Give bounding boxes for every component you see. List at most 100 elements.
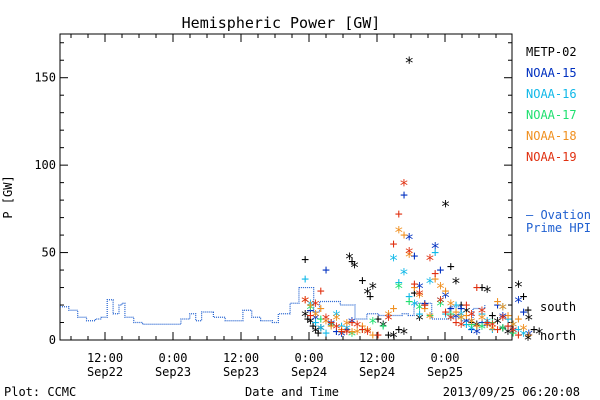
noaa-18-point: +: [504, 309, 512, 324]
chart-title: Hemispheric Power [GW]: [182, 14, 381, 32]
metp-02-point: +: [468, 316, 476, 331]
plot-timestamp: 2013/09/25 06:20:08: [443, 385, 580, 399]
metp-02-point: +: [410, 286, 418, 301]
noaa-18-point: *: [404, 247, 414, 266]
x-tick-label-time: 12:00: [87, 351, 123, 365]
noaa-15-point: *: [311, 310, 321, 329]
noaa-16-point: *: [467, 321, 477, 340]
noaa-19-point: +: [514, 328, 522, 343]
metp-02-point: *: [493, 314, 503, 333]
x-tick-label-date: Sep24: [359, 365, 395, 379]
noaa-16-point: *: [389, 251, 399, 270]
noaa-19-point: +: [442, 305, 450, 320]
noaa-15-point: +: [504, 319, 512, 334]
noaa-16-point: *: [342, 321, 352, 340]
noaa-16-point: *: [425, 273, 435, 292]
noaa-18-point: *: [477, 310, 487, 329]
metp-02-point: *: [368, 279, 378, 298]
y-axis-ticks: 0 50 100 150: [34, 42, 512, 347]
noaa-18-point: *: [332, 310, 342, 329]
noaa-16-point: *: [436, 293, 446, 312]
noaa-16-point: +: [405, 289, 413, 304]
noaa-16-point: *: [519, 326, 529, 345]
noaa-15-point: +: [322, 263, 330, 278]
noaa-19-point: *: [456, 317, 466, 336]
metp-02-point: *: [524, 310, 534, 329]
noaa-19-point: *: [404, 244, 414, 263]
noaa-19-point: +: [374, 328, 382, 343]
metp-02-point: +: [395, 323, 403, 338]
noaa-15-point: +: [410, 249, 418, 264]
noaa-19-point: +: [473, 281, 481, 296]
metp-02-point: +: [530, 323, 538, 338]
x-tick-label-time: 0:00: [159, 351, 188, 365]
y-tick-label: 150: [34, 71, 56, 85]
noaa-18-point: +: [327, 319, 335, 334]
noaa-19-point: +: [421, 298, 429, 313]
noaa-18-point: *: [446, 296, 456, 315]
x-tick-label-time: 12:00: [359, 351, 395, 365]
noaa-18-point: *: [352, 324, 362, 343]
noaa-15-point: +: [332, 324, 340, 339]
noaa-16-point: *: [316, 321, 326, 340]
x-tick-label-time: 0:00: [295, 351, 324, 365]
noaa-15-point: +: [520, 305, 528, 320]
noaa-19-point: *: [342, 324, 352, 343]
noaa-18-point: +: [317, 302, 325, 317]
noaa-18-point: *: [363, 322, 373, 341]
noaa-18-point: +: [400, 228, 408, 243]
noaa-18-point: +: [338, 323, 346, 338]
noaa-16-point: +: [504, 312, 512, 327]
x-tick-label-time: 12:00: [223, 351, 259, 365]
legend-item: METP-02: [526, 45, 577, 59]
noaa-18-point: +: [514, 312, 522, 327]
metp-02-point: *: [472, 317, 482, 336]
metp-02-point: +: [358, 274, 366, 289]
noaa-17-point: *: [306, 300, 316, 319]
noaa-19-point: *: [332, 319, 342, 338]
noaa-18-point: +: [442, 284, 450, 299]
metp-02-point: +: [304, 312, 312, 327]
noaa-18-point: *: [300, 293, 310, 312]
noaa-19-point: *: [498, 310, 508, 329]
metp-02-point: *: [482, 282, 492, 301]
noaa-16-point: *: [482, 314, 492, 333]
metp-02-point: +: [314, 326, 322, 341]
noaa-15-point: *: [462, 314, 472, 333]
noaa-19-point: +: [494, 323, 502, 338]
noaa-19-point: *: [467, 307, 477, 326]
legend-item: NOAA-19: [526, 150, 577, 164]
noaa-15-point: +: [468, 323, 476, 338]
x-tick-label-date: Sep25: [427, 365, 463, 379]
x-tick-label-date: Sep24: [291, 365, 327, 379]
noaa-19-point: *: [415, 286, 425, 305]
noaa-18-point: +: [483, 317, 491, 332]
noaa-19-point: +: [395, 207, 403, 222]
noaa-18-point: *: [415, 287, 425, 306]
noaa-16-point: *: [508, 317, 518, 336]
metp-02-point: *: [404, 53, 414, 72]
metp-02-point: *: [503, 324, 513, 343]
x-tick-label-date: Sep23: [155, 365, 191, 379]
y-tick-label: 0: [49, 333, 56, 347]
noaa-17-point: +: [405, 295, 413, 310]
noaa-18-point: +: [410, 281, 418, 296]
noaa-15-point: *: [472, 324, 482, 343]
satellite-legend: METP-02 NOAA-15 NOAA-16 NOAA-17 NOAA-18 NOAA-…: [526, 45, 577, 164]
noaa-18-point: *: [488, 321, 498, 340]
metp-02-point: *: [378, 317, 388, 336]
noaa-15-point: +: [400, 188, 408, 203]
noaa-19-point: +: [462, 298, 470, 313]
metp-02-point: *: [462, 303, 472, 322]
noaa-15-point: *: [441, 287, 451, 306]
noaa-16-point: +: [478, 307, 486, 322]
y-tick-label: 100: [34, 158, 56, 172]
noaa-18-point: +: [369, 328, 377, 343]
metp-02-point: +: [374, 312, 382, 327]
noaa-16-point: +: [301, 272, 309, 287]
y-axis-label: P [GW]: [1, 175, 15, 218]
noaa-19-point: +: [431, 267, 439, 282]
metp-02-point: *: [345, 249, 355, 268]
noaa-18-point: +: [431, 272, 439, 287]
